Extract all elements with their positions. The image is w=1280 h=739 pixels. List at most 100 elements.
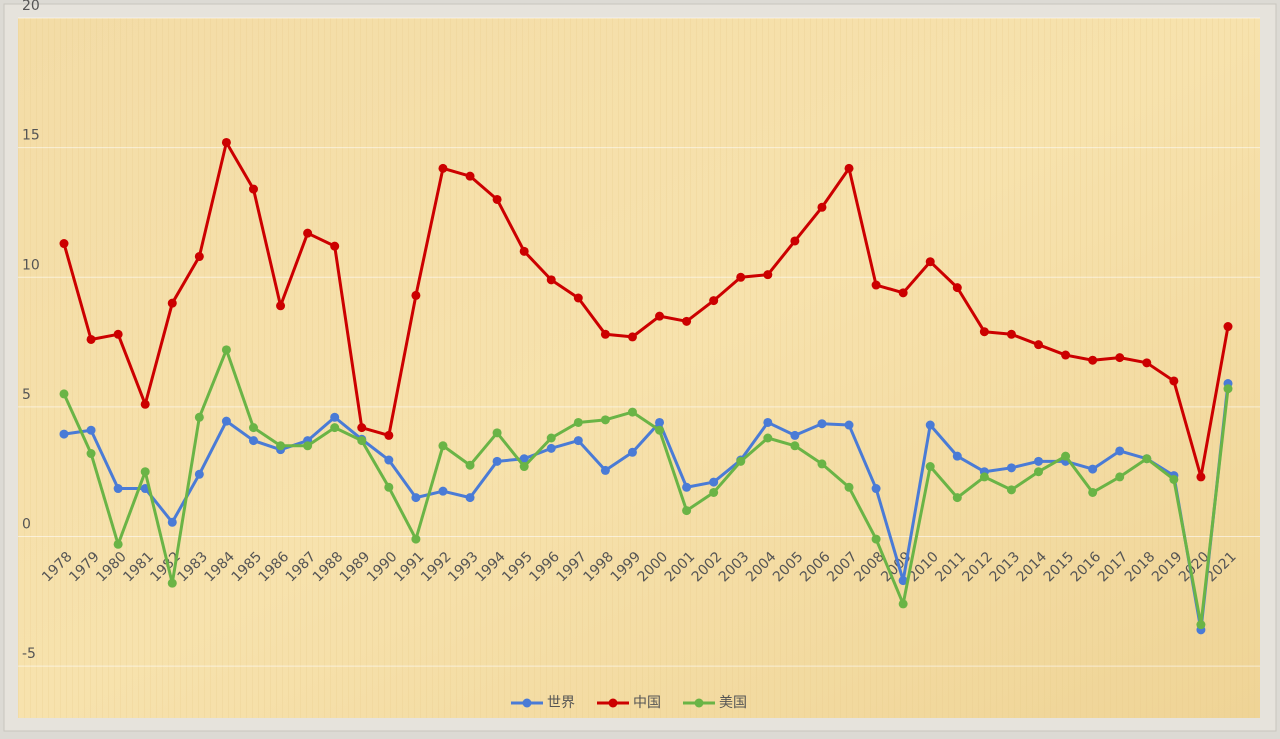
point <box>492 194 502 204</box>
point <box>682 482 692 492</box>
point <box>709 487 719 497</box>
point <box>790 430 800 440</box>
point <box>384 455 394 465</box>
point <box>1115 472 1125 482</box>
point <box>627 407 637 417</box>
point <box>600 329 610 339</box>
point <box>411 493 421 503</box>
point <box>1142 358 1152 368</box>
point <box>952 493 962 503</box>
point <box>167 298 177 308</box>
point <box>1169 376 1179 386</box>
point <box>276 301 286 311</box>
y-tick-label: 0 <box>22 517 31 533</box>
point <box>140 467 150 477</box>
point <box>384 430 394 440</box>
point <box>492 456 502 466</box>
point <box>573 436 583 446</box>
point <box>276 441 286 451</box>
point <box>465 460 475 470</box>
series-line <box>62 348 1230 627</box>
point <box>600 415 610 425</box>
point <box>925 420 935 430</box>
point <box>627 447 637 457</box>
point <box>167 578 177 588</box>
point <box>438 163 448 173</box>
point <box>655 425 665 435</box>
point <box>438 441 448 451</box>
point <box>1034 467 1044 477</box>
point <box>763 417 773 427</box>
point <box>682 316 692 326</box>
point <box>519 462 529 472</box>
point <box>1088 487 1098 497</box>
point <box>817 459 827 469</box>
point <box>357 423 367 433</box>
point <box>790 441 800 451</box>
point <box>221 137 231 147</box>
point <box>113 329 123 339</box>
point <box>844 163 854 173</box>
point <box>1088 355 1098 365</box>
point <box>925 462 935 472</box>
point <box>817 419 827 429</box>
point <box>546 443 556 453</box>
point <box>952 283 962 293</box>
series-line <box>62 140 1230 479</box>
point <box>871 484 881 494</box>
point <box>925 257 935 267</box>
point <box>1196 620 1206 630</box>
point <box>303 441 313 451</box>
point <box>546 275 556 285</box>
point <box>1223 322 1233 332</box>
point <box>113 539 123 549</box>
point <box>627 332 637 342</box>
point <box>248 423 258 433</box>
point <box>709 477 719 487</box>
legend-label: 美国 <box>719 695 747 711</box>
point <box>736 456 746 466</box>
y-tick-label: 15 <box>22 128 40 144</box>
y-tick-label: 5 <box>22 387 31 403</box>
point <box>1142 454 1152 464</box>
point <box>167 517 177 527</box>
point <box>1169 474 1179 484</box>
point <box>330 423 340 433</box>
point <box>1061 451 1071 461</box>
point <box>817 202 827 212</box>
point <box>492 428 502 438</box>
point <box>1115 353 1125 363</box>
point <box>140 399 150 409</box>
point <box>411 534 421 544</box>
point <box>1006 463 1016 473</box>
point <box>59 429 69 439</box>
point <box>790 236 800 246</box>
point <box>1006 485 1016 495</box>
point <box>546 433 556 443</box>
legend-label: 中国 <box>633 695 661 711</box>
y-tick-label: 20 <box>22 0 40 14</box>
point <box>303 228 313 238</box>
legend-marker <box>694 698 704 708</box>
point <box>736 272 746 282</box>
point <box>113 484 123 494</box>
series-line <box>63 383 1230 632</box>
point <box>357 436 367 446</box>
point <box>330 241 340 251</box>
point <box>979 327 989 337</box>
point <box>1006 329 1016 339</box>
point <box>1115 446 1125 456</box>
point <box>952 451 962 461</box>
point <box>86 449 96 459</box>
point <box>411 290 421 300</box>
point <box>86 425 96 435</box>
point <box>248 184 258 194</box>
point <box>221 345 231 355</box>
point <box>682 506 692 516</box>
point <box>979 472 989 482</box>
point <box>573 417 583 427</box>
y-tick-label: 10 <box>22 257 40 273</box>
point <box>1061 350 1071 360</box>
point <box>59 239 69 249</box>
